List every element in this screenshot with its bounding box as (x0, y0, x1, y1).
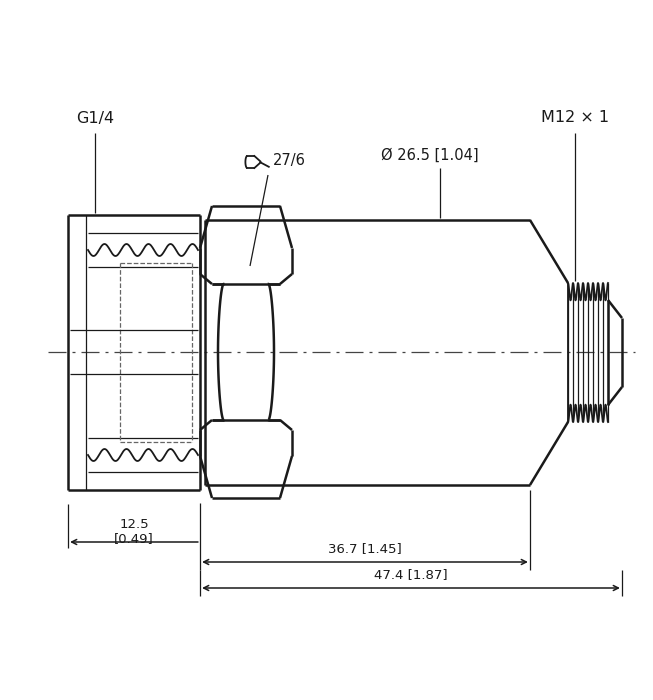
Text: 47.4 [1.87]: 47.4 [1.87] (374, 568, 448, 582)
Text: 27/6: 27/6 (273, 153, 306, 167)
Text: G1/4: G1/4 (76, 111, 114, 125)
Text: M12 × 1: M12 × 1 (541, 111, 609, 125)
Text: 36.7 [1.45]: 36.7 [1.45] (328, 542, 402, 556)
Text: [0.49]: [0.49] (114, 533, 154, 545)
Text: Ø 26.5 [1.04]: Ø 26.5 [1.04] (381, 148, 479, 162)
Text: 12.5: 12.5 (119, 517, 149, 531)
